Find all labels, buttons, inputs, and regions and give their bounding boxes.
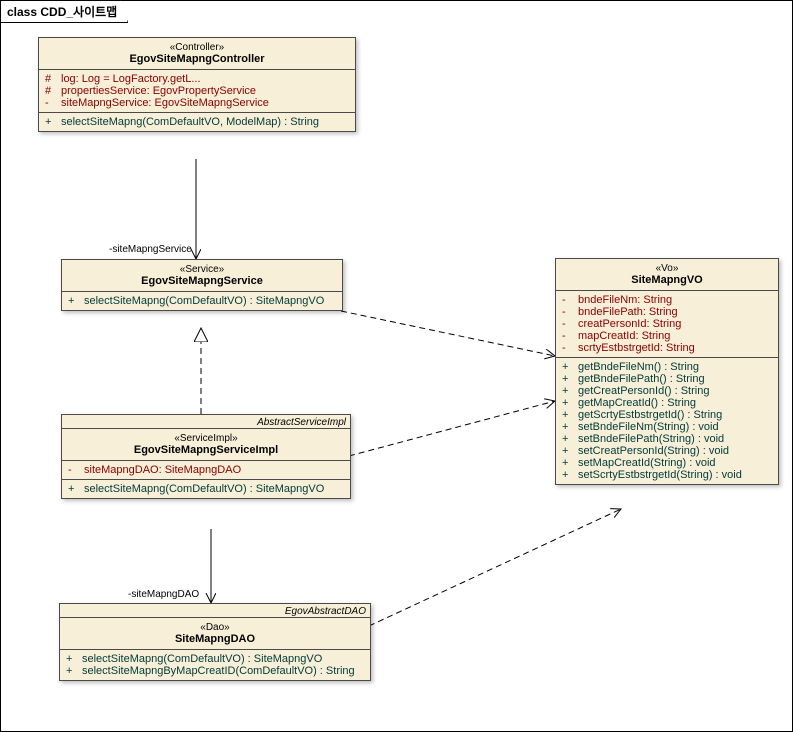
superclass: EgovAbstractDAO (60, 604, 370, 617)
class-header: «Vo» SiteMapngVO (556, 259, 778, 291)
attrs-section: -siteMapngDAO: SiteMapngDAO (62, 461, 350, 480)
class-service-impl: AbstractServiceImpl «ServiceImpl» EgovSi… (61, 414, 351, 499)
class-controller: «Controller» EgovSiteMapngController #lo… (38, 37, 356, 132)
class-header: «ServiceImpl» EgovSiteMapngServiceImpl (62, 428, 350, 461)
stereo: «ServiceImpl» (68, 433, 344, 444)
class-name: EgovSiteMapngService (68, 275, 336, 287)
methods-section: +selectSiteMapng(ComDefaultVO) : SiteMap… (60, 650, 370, 680)
class-name: EgovSiteMapngServiceImpl (68, 444, 344, 456)
attrs-section: -bndeFileNm: String -bndeFilePath: Strin… (556, 291, 778, 358)
methods-section: +selectSiteMapng(ComDefaultVO) : SiteMap… (62, 292, 342, 310)
class-header: «Controller» EgovSiteMapngController (39, 38, 355, 70)
diagram-frame: class CDD_사이트맵 -siteMapngService -siteMa (0, 0, 793, 732)
class-service: «Service» EgovSiteMapngService +selectSi… (61, 259, 343, 311)
attrs-section: #log: Log = LogFactory.getL... #properti… (39, 70, 355, 113)
diagram-title-tab: class CDD_사이트맵 (0, 0, 128, 23)
edge-label-dao: -siteMapngDAO (128, 589, 199, 600)
diagram-title: class CDD_사이트맵 (7, 5, 117, 19)
class-name: SiteMapngDAO (66, 633, 364, 645)
methods-section: +selectSiteMapng(ComDefaultVO) : SiteMap… (62, 480, 350, 498)
class-header: «Dao» SiteMapngDAO (60, 617, 370, 650)
class-dao: EgovAbstractDAO «Dao» SiteMapngDAO +sele… (59, 603, 371, 681)
methods-section: +getBndeFileNm() : String +getBndeFilePa… (556, 358, 778, 484)
stereo: «Controller» (45, 42, 349, 53)
class-vo: «Vo» SiteMapngVO -bndeFileNm: String -bn… (555, 258, 779, 485)
edge-label-service: -siteMapngService (109, 244, 192, 255)
class-header: «Service» EgovSiteMapngService (62, 260, 342, 292)
stereo: «Dao» (66, 622, 364, 633)
superclass: AbstractServiceImpl (62, 415, 350, 428)
stereo: «Vo» (562, 263, 772, 274)
methods-section: +selectSiteMapng(ComDefaultVO, ModelMap)… (39, 113, 355, 131)
stereo: «Service» (68, 264, 336, 275)
class-name: SiteMapngVO (562, 274, 772, 286)
class-name: EgovSiteMapngController (45, 53, 349, 65)
